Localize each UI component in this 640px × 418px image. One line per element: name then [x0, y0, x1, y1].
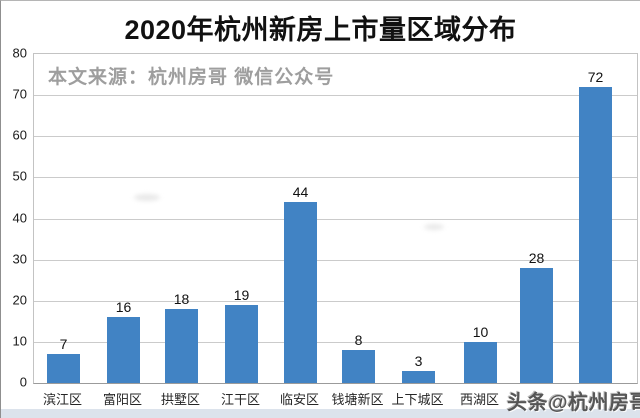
chart-title: 2020年杭州新房上市量区域分布 [124, 15, 517, 45]
gridline [34, 300, 637, 302]
bar-滨江区 [47, 354, 80, 383]
x-axis-tick-label: 钱塘新区 [331, 392, 384, 407]
bar-value-label: 44 [292, 184, 309, 200]
y-axis-tick-label: 40 [12, 210, 27, 225]
bar-拱墅区 [165, 309, 198, 383]
bar-江干区 [225, 305, 258, 383]
y-axis-tick-label: 0 [19, 374, 27, 390]
plot-area: 7 16 18 19 44 8 3 10 28 72 本文来源：杭州房哥 微信公众号 [33, 53, 638, 384]
y-axis-tick-label: 30 [12, 251, 27, 267]
gridline [34, 95, 637, 97]
gridline [34, 136, 637, 138]
bar-value-label: 10 [472, 324, 489, 340]
bar-富阳区 [107, 317, 140, 383]
bar-value-label: 3 [414, 353, 423, 369]
y-axis-tick-label: 70 [12, 86, 27, 102]
gridline [34, 341, 637, 343]
bar-上下城区 [402, 371, 435, 383]
bar-value-label: 19 [233, 287, 250, 303]
bottom-band [1, 409, 640, 418]
bar-series: 7 16 18 19 44 8 3 10 28 72 [34, 54, 637, 383]
bar-临安区 [284, 202, 317, 383]
toutiao-watermark: 头条@杭州房哥 [507, 392, 640, 414]
bar-value-label: 72 [587, 69, 604, 85]
bar-value-label: 18 [173, 291, 190, 307]
y-axis-tick-label: 60 [12, 127, 27, 143]
bar-西湖区 [464, 342, 497, 383]
x-axis-tick-label: 拱墅区 [160, 392, 200, 407]
bar-钱塘新区 [342, 350, 375, 383]
bar-value-label: 16 [115, 299, 132, 315]
x-axis-tick-label: 富阳区 [102, 392, 142, 407]
source-note: 本文来源：杭州房哥 微信公众号 [48, 67, 335, 88]
bar-series-10 [579, 87, 612, 383]
bar-value-label: 28 [528, 250, 545, 266]
x-axis-tick-label: 滨江区 [42, 392, 82, 407]
gridline [34, 259, 637, 261]
bar-value-label: 7 [59, 336, 68, 352]
y-axis-tick-label: 20 [12, 292, 27, 308]
y-axis-tick-label: 80 [12, 45, 27, 61]
y-axis-tick-label: 50 [12, 168, 27, 184]
bar-value-label: 8 [354, 332, 363, 348]
y-axis-tick-label: 10 [12, 333, 27, 349]
x-axis-tick-label: 江干区 [220, 392, 260, 407]
x-axis-tick-label: 上下城区 [391, 392, 444, 407]
watermark-artifact [424, 224, 444, 230]
gridline [34, 218, 637, 220]
x-axis-tick-label: 临安区 [279, 392, 319, 407]
gridline [34, 177, 637, 179]
x-axis-tick-label: 西湖区 [459, 392, 499, 407]
watermark-artifact [134, 194, 160, 201]
bar-series-9 [520, 268, 553, 383]
